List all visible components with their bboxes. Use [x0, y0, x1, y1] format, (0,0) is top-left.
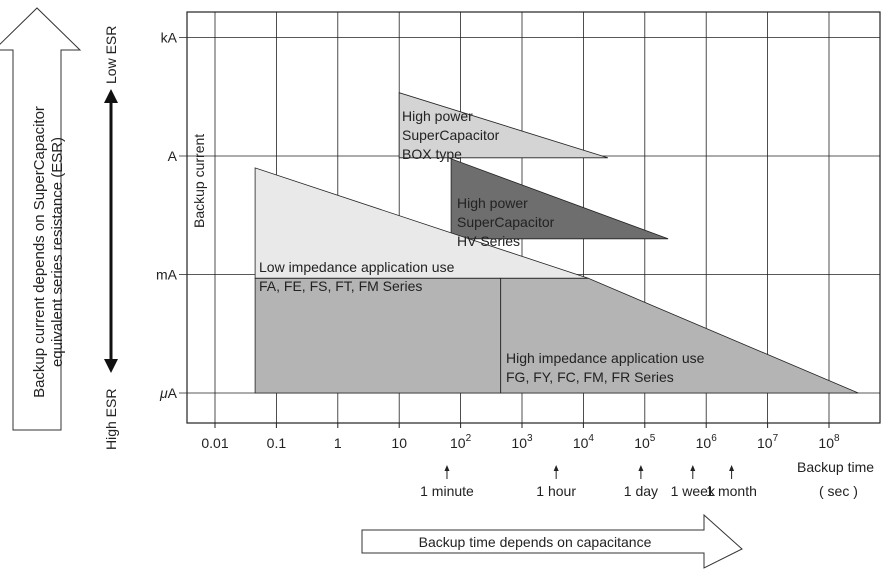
x-axis-unit: ( sec ) [819, 483, 858, 499]
regions: High power SuperCapacitor BOX type High pow… [254, 92, 859, 394]
y-tick-label: A [168, 148, 178, 164]
x-tick-exponent: 4 [588, 433, 594, 444]
region-box-label: BOX type [402, 146, 462, 162]
low-esr-label: Low ESR [103, 26, 119, 84]
x-tick-exponent: 3 [527, 433, 533, 444]
x-tick-exponent: 8 [834, 433, 840, 444]
time-marker-label: 1 day [624, 483, 658, 499]
region-box [398, 92, 608, 159]
esr-scale-down-head [104, 359, 118, 373]
y-axis-label: Backup current [191, 134, 207, 228]
esr-dependency-arrow: Backup current depends on SuperCapacitor… [0, 7, 82, 431]
time-marker-label: 1 hour [536, 483, 576, 499]
region-low-label: FA, FE, FS, FT, FM Series [259, 278, 422, 294]
x-tick-exponent: 5 [650, 433, 656, 444]
region-mid [254, 277, 502, 394]
region-hv-label: High power [457, 195, 528, 211]
high-esr-label: High ESR [103, 389, 119, 450]
capacitance-arrow-label: Backup time depends on capacitance [419, 534, 652, 550]
time-marker-label: 1 minute [420, 483, 474, 499]
esr-dependency-arrow-shape [0, 7, 82, 431]
capacitance-arrow-shape [361, 513, 743, 569]
y-tick-label: kA [161, 30, 178, 46]
region-high [500, 277, 859, 394]
x-tick-label: 104 [573, 433, 595, 451]
x-tick-label: 107 [757, 433, 779, 451]
y-tick-label: mA [156, 267, 178, 283]
x-tick-exponent: 7 [773, 433, 779, 444]
y-tick-prefix: μ [159, 385, 168, 401]
region-hv-label: SuperCapacitor [457, 214, 555, 230]
x-tick-exponent: 6 [711, 433, 717, 444]
esr-scale-up-head [104, 89, 118, 103]
x-tick-label: 108 [818, 433, 840, 451]
y-tick-label: μA [159, 385, 178, 401]
time-marker-label: 1 week [671, 483, 716, 499]
region-hv-label: HV Series [457, 233, 520, 249]
x-tick-label: 105 [634, 433, 656, 451]
esr-dependency-line-2: equivalent series resistance (ESR) [49, 137, 66, 367]
x-tick-label: 10 [391, 435, 407, 451]
time-marker-head [729, 465, 735, 471]
x-tick-label: 103 [511, 433, 533, 451]
region-box-label: SuperCapacitor [402, 127, 500, 143]
region-high-label: FG, FY, FC, FM, FR Series [506, 369, 674, 385]
esr-dependency-line-1: Backup current depends on SuperCapacitor [31, 106, 48, 398]
x-tick-label: 106 [696, 433, 718, 451]
time-marker-head [553, 465, 559, 471]
region-box-label: High power [402, 108, 473, 124]
x-tick-label: 0.1 [267, 435, 287, 451]
x-tick-label: 1 [334, 435, 342, 451]
y-tick-unit: A [168, 385, 178, 401]
plot-frame [186, 11, 881, 424]
time-marker-head [444, 465, 450, 471]
time-marker-label: 1 month [706, 483, 757, 499]
esr-scale-arrow: Low ESR High ESR [103, 26, 119, 450]
region-hv [450, 158, 669, 240]
region-high-label: High impedance application use [506, 350, 705, 366]
time-marker-head [638, 465, 644, 471]
x-tick-label: 102 [450, 433, 472, 451]
capacitance-arrow: Backup time depends on capacitance [361, 513, 743, 569]
time-marker-head [690, 465, 696, 471]
x-tick-label: 0.01 [201, 435, 228, 451]
x-axis-label: Backup time [797, 459, 874, 475]
x-tick-exponent: 2 [466, 433, 472, 444]
region-low-label: Low impedance application use [259, 259, 455, 275]
